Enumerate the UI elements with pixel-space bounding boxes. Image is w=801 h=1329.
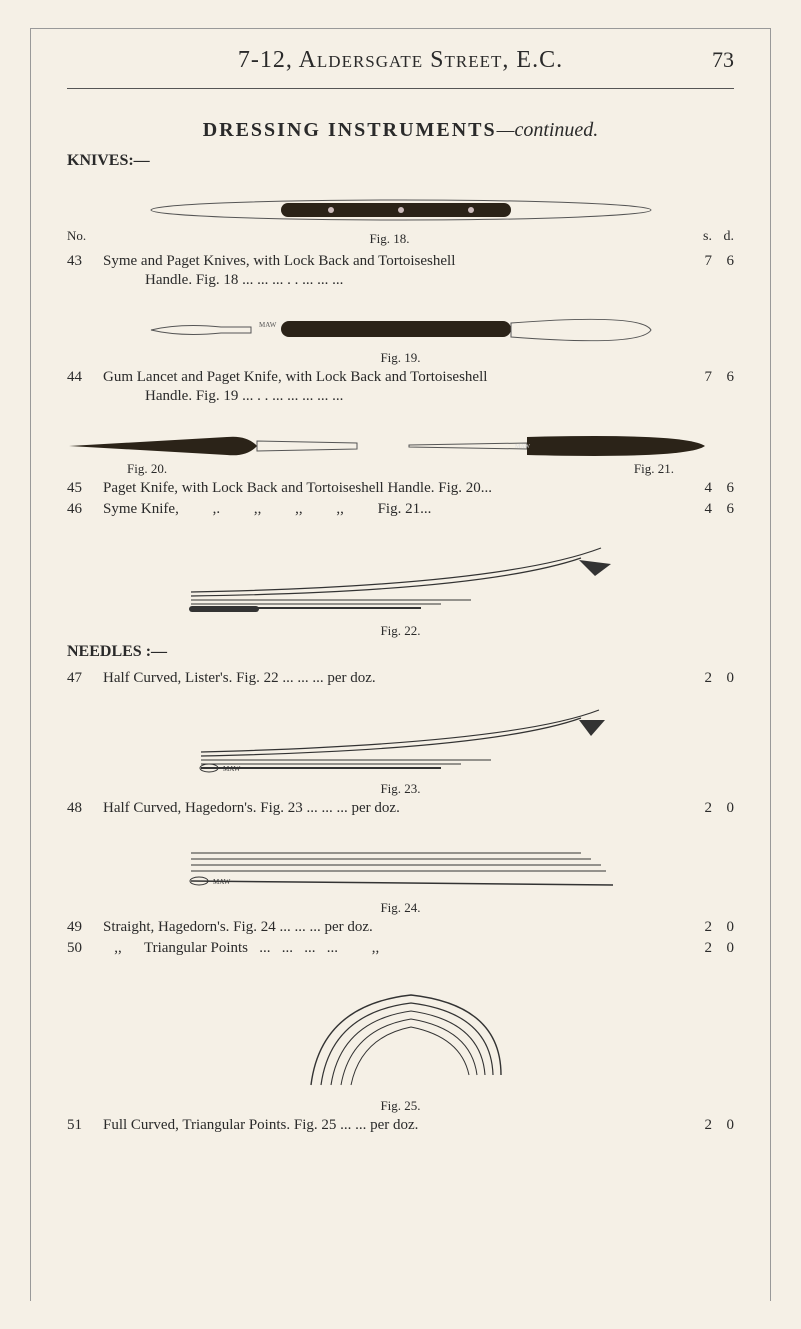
figure-19-illustration: MAW [67, 313, 734, 347]
item-43-d: 6 [712, 252, 734, 272]
item-47-desc: Half Curved, Lister's. Fig. 22 ... ... .… [103, 669, 690, 689]
item-43: 43 Syme and Paget Knives, with Lock Back… [67, 252, 734, 291]
item-47-d: 0 [712, 669, 734, 689]
item-51: 51 Full Curved, Triangular Points. Fig. … [67, 1116, 734, 1136]
item-49: 49 Straight, Hagedorn's. Fig. 24 ... ...… [67, 918, 734, 938]
item-50-desc: ,, Triangular Points ... ... ... ... ,, [103, 939, 690, 959]
item-50-no: 50 [67, 939, 103, 959]
item-51-s: 2 [690, 1116, 712, 1136]
fig22-caption: Fig. 22. [67, 623, 734, 639]
fig18-caption: Fig. 18. [103, 231, 690, 248]
column-header-row: No. Fig. 18. s. d. [67, 228, 734, 250]
item-44-desc1: Gum Lancet and Paget Knife, with Lock Ba… [103, 368, 676, 388]
item-44: 44 Gum Lancet and Paget Knife, with Lock… [67, 368, 734, 407]
title-main: DRESSING INSTRUMENTS [203, 119, 497, 141]
fig24-caption: Fig. 24. [67, 900, 734, 916]
header-address: 7-12, Aldersgate Street, E.C. [119, 47, 682, 74]
item-43-desc1: Syme and Paget Knives, with Lock Back an… [103, 252, 676, 272]
item-44-desc2: Handle. Fig. 19 ... . . ... ... ... ... … [103, 387, 676, 407]
item-46-d: 6 [712, 500, 734, 520]
fig21-caption: Fig. 21. [634, 461, 674, 477]
item-47-no: 47 [67, 669, 103, 689]
fig25-caption: Fig. 25. [67, 1098, 734, 1114]
item-48: 48 Half Curved, Hagedorn's. Fig. 23 ... … [67, 799, 734, 819]
item-45-desc: Paget Knife, with Lock Back and Tortoise… [103, 479, 690, 499]
item-44-s: 7 [690, 368, 712, 388]
svg-text:MAW: MAW [259, 321, 277, 329]
item-49-no: 49 [67, 918, 103, 938]
needles-heading: NEEDLES :— [67, 643, 734, 661]
figure-23-illustration: MAW [67, 706, 734, 778]
page-number: 73 [682, 47, 734, 73]
figure-24-illustration: MAW [67, 841, 734, 897]
knives-heading: KNIVES:— [67, 152, 734, 170]
item-48-d: 0 [712, 799, 734, 819]
item-48-desc: Half Curved, Hagedorn's. Fig. 23 ... ...… [103, 799, 690, 819]
fig19-caption: Fig. 19. [67, 350, 734, 366]
item-51-desc: Full Curved, Triangular Points. Fig. 25 … [103, 1116, 690, 1136]
item-49-desc: Straight, Hagedorn's. Fig. 24 ... ... ..… [103, 918, 690, 938]
item-43-s: 7 [690, 252, 712, 272]
item-47-s: 2 [690, 669, 712, 689]
col-head-s: s. [690, 228, 712, 246]
item-51-d: 0 [712, 1116, 734, 1136]
item-43-desc2: Handle. Fig. 18 ... ... ... . . ... ... … [103, 271, 676, 291]
col-head-d: d. [712, 228, 734, 246]
item-49-s: 2 [690, 918, 712, 938]
item-45-s: 4 [690, 479, 712, 499]
item-45-d: 6 [712, 479, 734, 499]
item-46-desc: Syme Knife, ,. ,, ,, ,, Fig. 21... [103, 500, 690, 520]
item-46-no: 46 [67, 500, 103, 520]
item-50-d: 0 [712, 939, 734, 959]
item-44-no: 44 [67, 368, 103, 388]
item-45-no: 45 [67, 479, 103, 499]
running-header: 7-12, Aldersgate Street, E.C. 73 [67, 47, 734, 89]
item-44-d: 6 [712, 368, 734, 388]
item-47: 47 Half Curved, Lister's. Fig. 22 ... ..… [67, 669, 734, 689]
item-46-s: 4 [690, 500, 712, 520]
figure-18-illustration [67, 194, 734, 226]
figure-22-illustration [67, 540, 734, 620]
fig20-caption: Fig. 20. [127, 461, 167, 477]
item-50-s: 2 [690, 939, 712, 959]
item-48-no: 48 [67, 799, 103, 819]
title-continued: —continued. [497, 119, 599, 141]
item-46: 46 Syme Knife, ,. ,, ,, ,, Fig. 21... 4 … [67, 500, 734, 520]
item-45: 45 Paget Knife, with Lock Back and Torto… [67, 479, 734, 499]
figure-20-21-illustration: MAW Fig. 20. Fig. 21. [67, 431, 734, 477]
item-51-no: 51 [67, 1116, 103, 1136]
section-title: DRESSING INSTRUMENTS—continued. [67, 119, 734, 142]
item-48-s: 2 [690, 799, 712, 819]
svg-text:MAW: MAW [515, 444, 530, 450]
col-head-no: No. [67, 228, 103, 245]
page-frame: 7-12, Aldersgate Street, E.C. 73 DRESSIN… [30, 28, 771, 1301]
figure-25-illustration [67, 975, 734, 1095]
svg-text:MAW: MAW [213, 878, 231, 886]
item-49-d: 0 [712, 918, 734, 938]
fig23-caption: Fig. 23. [67, 781, 734, 797]
item-43-no: 43 [67, 252, 103, 272]
item-50: 50 ,, Triangular Points ... ... ... ... … [67, 939, 734, 959]
svg-text:MAW: MAW [223, 765, 241, 773]
